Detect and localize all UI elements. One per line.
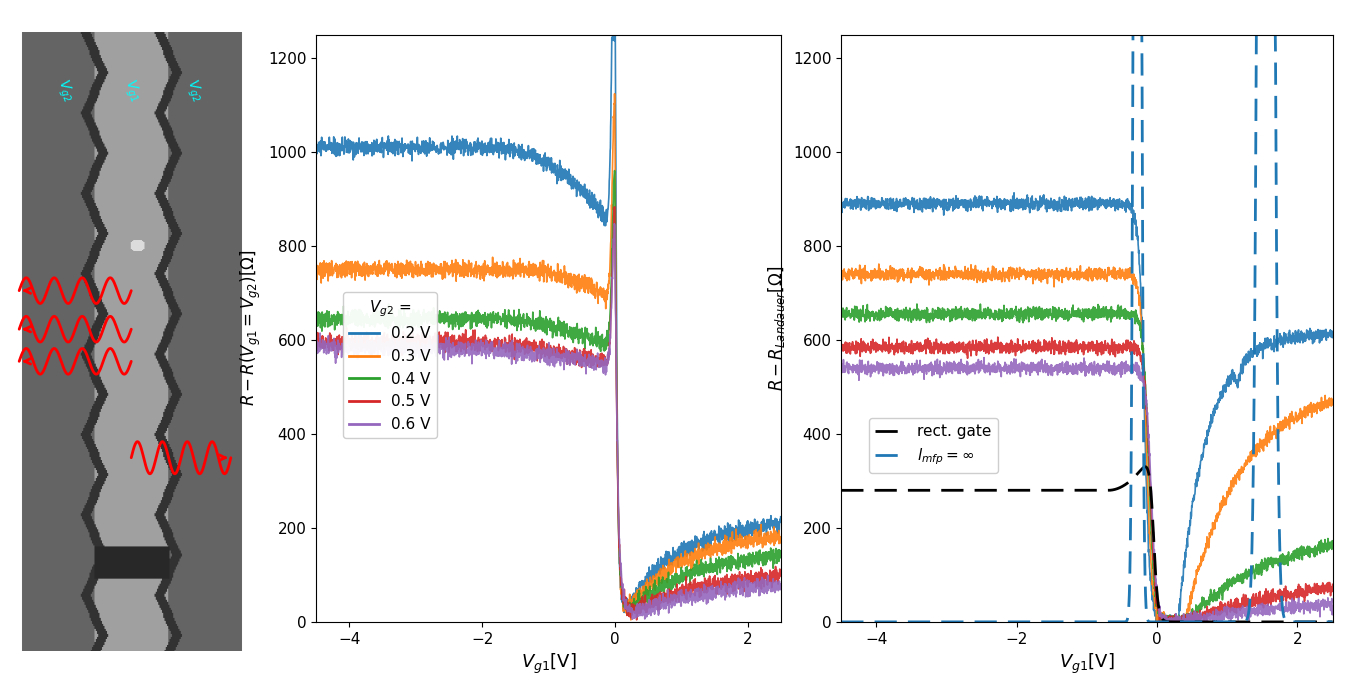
Text: $V_{g2}$: $V_{g2}$ [180,77,206,104]
Y-axis label: $R - R_{Landauer}$[$\Omega$]: $R - R_{Landauer}$[$\Omega$] [766,265,787,391]
Legend: 0.2 V, 0.3 V, 0.4 V, 0.5 V, 0.6 V: 0.2 V, 0.3 V, 0.4 V, 0.5 V, 0.6 V [342,292,437,438]
X-axis label: $V_{g1}$[V]: $V_{g1}$[V] [521,652,576,676]
X-axis label: $V_{g1}$[V]: $V_{g1}$[V] [1059,652,1114,676]
Y-axis label: $R - R(V_{g1} = V_{g2})$[$\Omega$]: $R - R(V_{g1} = V_{g2})$[$\Omega$] [238,250,262,406]
Text: $V_{g2}$: $V_{g2}$ [51,77,77,104]
Legend: rect. gate, $l_{mfp} = \infty$: rect. gate, $l_{mfp} = \infty$ [868,418,997,473]
Text: $V_{g1}$: $V_{g1}$ [118,77,144,104]
